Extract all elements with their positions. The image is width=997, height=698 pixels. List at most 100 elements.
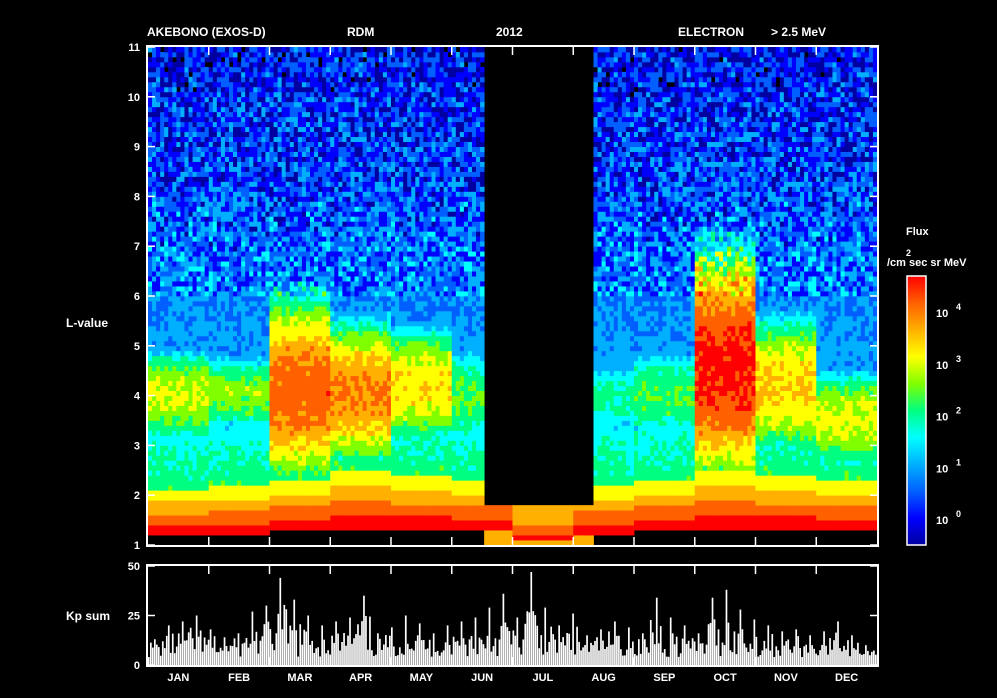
heatmap-cell xyxy=(342,57,346,62)
heatmap-cell xyxy=(172,206,176,211)
heatmap-cell xyxy=(290,276,294,281)
heatmap-cell xyxy=(342,132,346,137)
heatmap-cell xyxy=(294,47,298,52)
heatmap-cell xyxy=(290,67,294,72)
heatmap-cell xyxy=(189,341,193,346)
heatmap-cell xyxy=(257,172,261,177)
heatmap-cell xyxy=(245,401,249,406)
heatmap-cell xyxy=(229,455,233,460)
heatmap-cell xyxy=(172,87,176,92)
heatmap-cell xyxy=(261,271,265,276)
heatmap-cell xyxy=(184,515,188,520)
heatmap-cell xyxy=(351,321,355,326)
heatmap-cell xyxy=(274,92,278,97)
heatmap-cell xyxy=(176,221,180,226)
heatmap-cell xyxy=(229,440,233,445)
heatmap-cell xyxy=(322,167,326,172)
heatmap-cell xyxy=(225,201,229,206)
heatmap-cell xyxy=(334,331,338,336)
heatmap-cell xyxy=(197,147,201,152)
heatmap-cell xyxy=(193,137,197,142)
heatmap-cell xyxy=(253,186,257,191)
heatmap-cell xyxy=(172,346,176,351)
heatmap-cell xyxy=(274,281,278,286)
heatmap-cell xyxy=(330,435,334,440)
heatmap-cell xyxy=(298,381,302,386)
heatmap-cell xyxy=(351,196,355,201)
heatmap-cell xyxy=(172,236,176,241)
heatmap-cell xyxy=(168,221,172,226)
heatmap-cell xyxy=(351,67,355,72)
heatmap-cell xyxy=(225,356,229,361)
heatmap-cell xyxy=(318,381,322,386)
heatmap-cell xyxy=(261,97,265,102)
heatmap-cell xyxy=(282,152,286,157)
heatmap-cell xyxy=(176,241,180,246)
heatmap-cell xyxy=(184,411,188,416)
heatmap-cell xyxy=(261,505,265,510)
heatmap-cell xyxy=(302,495,306,500)
heatmap-cell xyxy=(249,391,253,396)
heatmap-cell xyxy=(180,191,184,196)
heatmap-cell xyxy=(193,97,197,102)
heatmap-cell xyxy=(270,226,274,231)
heatmap-cell xyxy=(148,406,152,411)
heatmap-cell xyxy=(338,455,342,460)
heatmap-cell xyxy=(355,510,359,515)
heatmap-cell xyxy=(193,77,197,82)
heatmap-cell xyxy=(221,515,225,520)
heatmap-cell xyxy=(278,326,282,331)
heatmap-cell xyxy=(156,500,160,505)
heatmap-cell xyxy=(205,256,209,261)
heatmap-cell xyxy=(172,296,176,301)
heatmap-cell xyxy=(241,495,245,500)
heatmap-cell xyxy=(237,221,241,226)
heatmap-cell xyxy=(342,470,346,475)
heatmap-cell xyxy=(318,376,322,381)
heatmap-cell xyxy=(249,291,253,296)
heatmap-cell xyxy=(302,401,306,406)
heatmap-cell xyxy=(213,216,217,221)
heatmap-cell xyxy=(286,201,290,206)
heatmap-cell xyxy=(274,62,278,67)
heatmap-cell xyxy=(152,62,156,67)
heatmap-cell xyxy=(233,386,237,391)
heatmap-cell xyxy=(209,525,213,530)
heatmap-cell xyxy=(310,421,314,426)
heatmap-cell xyxy=(302,326,306,331)
heatmap-cell xyxy=(342,341,346,346)
heatmap-cell xyxy=(152,246,156,251)
heatmap-cell xyxy=(342,147,346,152)
heatmap-cell xyxy=(221,147,225,152)
heatmap-cell xyxy=(241,87,245,92)
heatmap-cell xyxy=(229,276,233,281)
heatmap-cell xyxy=(184,386,188,391)
heatmap-cell xyxy=(261,470,265,475)
heatmap-cell xyxy=(237,157,241,162)
heatmap-cell xyxy=(241,465,245,470)
heatmap-cell xyxy=(233,291,237,296)
heatmap-cell xyxy=(326,416,330,421)
heatmap-cell xyxy=(270,117,274,122)
heatmap-cell xyxy=(351,465,355,470)
heatmap-cell xyxy=(197,296,201,301)
heatmap-cell xyxy=(176,470,180,475)
heatmap-cell xyxy=(302,341,306,346)
heatmap-cell xyxy=(225,167,229,172)
heatmap-cell xyxy=(265,256,269,261)
heatmap-cell xyxy=(245,356,249,361)
heatmap-cell xyxy=(156,450,160,455)
heatmap-cell xyxy=(338,251,342,256)
heatmap-cell xyxy=(330,376,334,381)
heatmap-cell xyxy=(184,500,188,505)
heatmap-cell xyxy=(241,226,245,231)
heatmap-cell xyxy=(209,142,213,147)
heatmap-cell xyxy=(209,361,213,366)
heatmap-cell xyxy=(229,281,233,286)
heatmap-cell xyxy=(310,47,314,52)
heatmap-cell xyxy=(290,445,294,450)
heatmap-cell xyxy=(270,246,274,251)
heatmap-cell xyxy=(156,361,160,366)
heatmap-cell xyxy=(306,515,310,520)
heatmap-cell xyxy=(355,435,359,440)
